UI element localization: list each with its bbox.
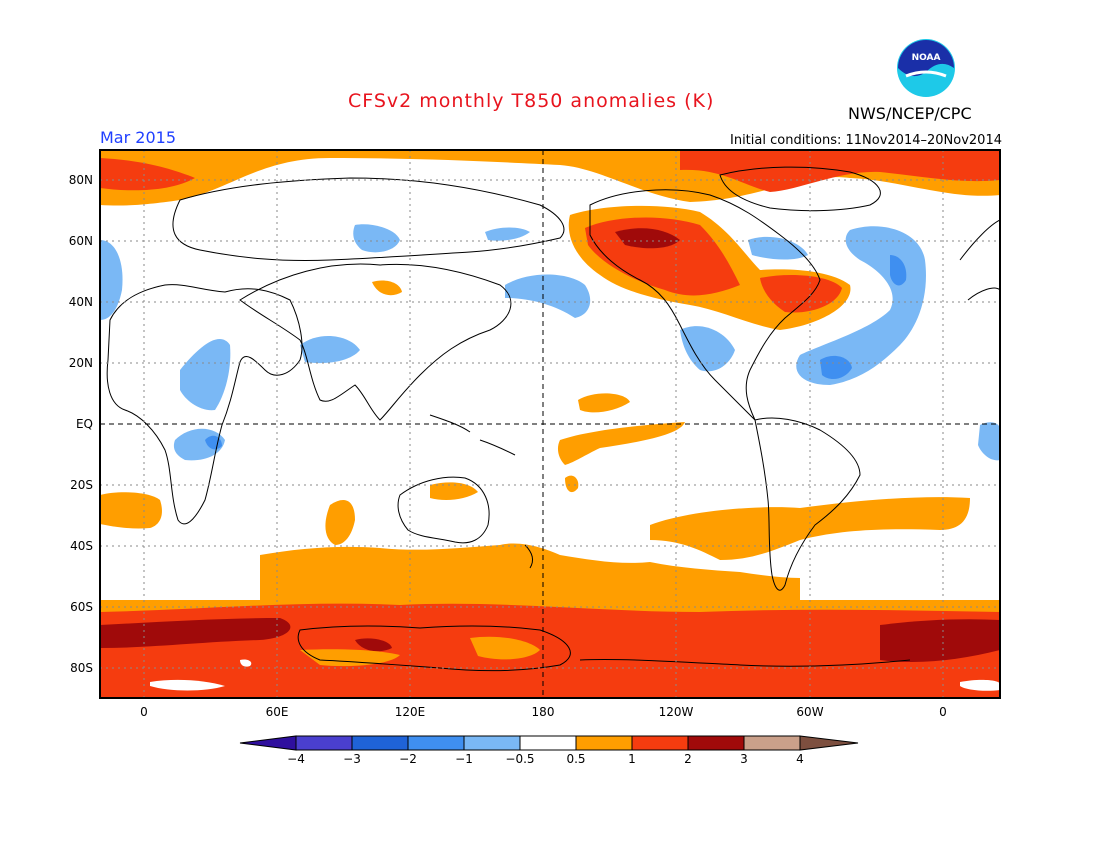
colorbar-segment (575, 735, 633, 751)
colorbar-arrow-low (239, 735, 297, 751)
initial-conditions: Initial conditions: 11Nov2014–20Nov2014 (730, 133, 1002, 148)
coastlines (106, 166, 1000, 672)
colorbar-label: 0.5 (566, 752, 585, 766)
colorbar-label: −2 (399, 752, 417, 766)
colorbar-segment (407, 735, 465, 751)
lon-label: 120W (659, 705, 694, 719)
lat-label: EQ (76, 417, 93, 431)
lat-label: 80N (69, 173, 93, 187)
colorbar-segment (519, 735, 577, 751)
colorbar-label: 2 (684, 752, 692, 766)
lat-label: 80S (70, 661, 93, 675)
lon-label: 180 (532, 705, 555, 719)
colorbar-segment (687, 735, 745, 751)
colorbar-labels: −4 −3 −2 −1 −0.5 0.5 1 2 3 4 (287, 752, 804, 766)
colorbar-label: 4 (796, 752, 804, 766)
lon-label: 60E (266, 705, 289, 719)
colorbar-label: −0.5 (505, 752, 534, 766)
lat-label: 40N (69, 295, 93, 309)
lat-label: 60S (70, 600, 93, 614)
colorbar-segment (295, 735, 353, 751)
lat-label: 40S (70, 539, 93, 553)
colorbar-label: −4 (287, 752, 305, 766)
forecast-period: Mar 2015 (100, 128, 176, 147)
colorbar-segment (463, 735, 521, 751)
lat-label: 20N (69, 356, 93, 370)
reference-lines (100, 150, 1000, 698)
lon-label: 0 (939, 705, 947, 719)
noaa-logo-icon: NOAA (897, 39, 955, 97)
colorbar-segment (631, 735, 689, 751)
lon-label: 0 (140, 705, 148, 719)
map-frame (99, 149, 1001, 699)
colorbar-label: −3 (343, 752, 361, 766)
lon-label: 120E (395, 705, 426, 719)
lat-label: 20S (70, 478, 93, 492)
colorbar-arrow-high (799, 735, 859, 751)
agency-label: NWS/NCEP/CPC (848, 104, 972, 123)
colorbar-label: 1 (628, 752, 636, 766)
colorbar-segment (743, 735, 801, 751)
lat-label: 60N (69, 234, 93, 248)
graticule (100, 150, 1000, 698)
colorbar (239, 735, 859, 751)
colorbar-segment (351, 735, 409, 751)
longitude-labels: 0 60E 120E 180 120W 60W 0 (140, 705, 947, 719)
lon-label: 60W (796, 705, 823, 719)
svg-text:NOAA: NOAA (912, 53, 941, 63)
colorbar-label: 3 (740, 752, 748, 766)
map-title: CFSv2 monthly T850 anomalies (K) (348, 90, 715, 112)
colorbar-label: −1 (455, 752, 473, 766)
latitude-labels: 80N 60N 40N 20N EQ 20S 40S 60S 80S (69, 173, 93, 675)
